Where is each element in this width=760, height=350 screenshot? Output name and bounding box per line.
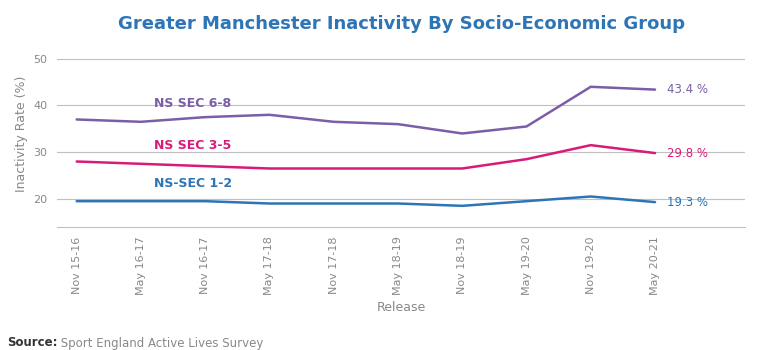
X-axis label: Release: Release xyxy=(376,301,426,314)
Text: NS-SEC 1-2: NS-SEC 1-2 xyxy=(154,177,232,190)
Text: 29.8 %: 29.8 % xyxy=(667,147,708,160)
Y-axis label: Inactivity Rate (%): Inactivity Rate (%) xyxy=(15,75,28,192)
Text: Sport England Active Lives Survey: Sport England Active Lives Survey xyxy=(57,336,264,350)
Text: 43.4 %: 43.4 % xyxy=(667,83,708,96)
Title: Greater Manchester Inactivity By Socio-Economic Group: Greater Manchester Inactivity By Socio-E… xyxy=(118,15,685,33)
Text: NS SEC 3-5: NS SEC 3-5 xyxy=(154,139,231,152)
Text: Source:: Source: xyxy=(8,336,58,350)
Text: NS SEC 6-8: NS SEC 6-8 xyxy=(154,97,231,110)
Text: 19.3 %: 19.3 % xyxy=(667,196,708,209)
